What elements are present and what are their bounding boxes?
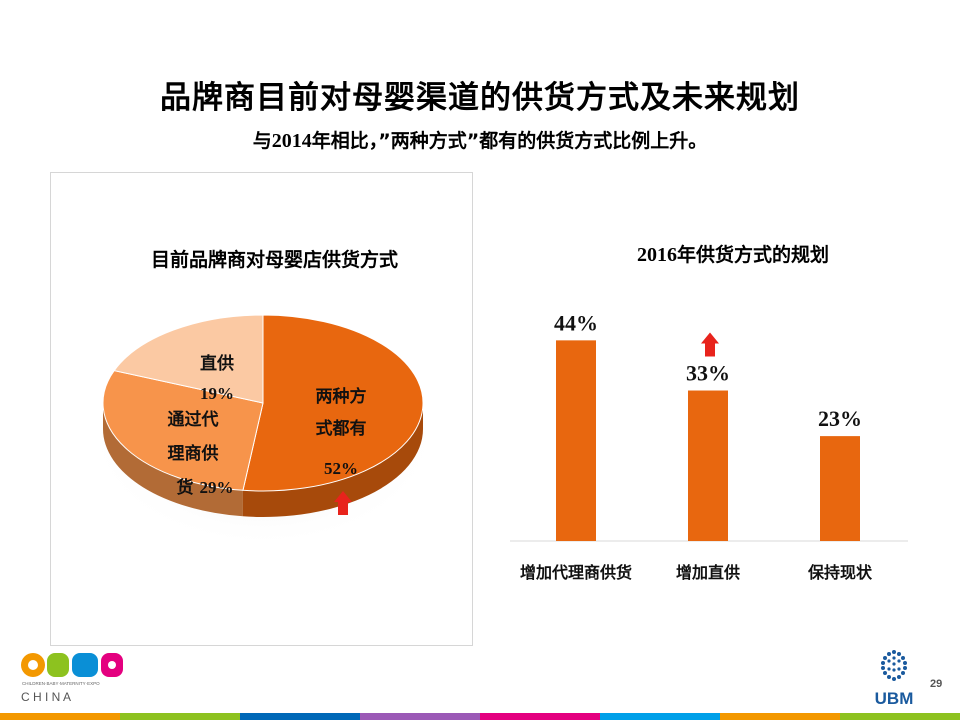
cbme-small-text: CHILDREN·BABY·MATERNITY·EXPO xyxy=(22,681,100,686)
footer-stripe-segment xyxy=(720,713,840,720)
footer-stripe-segment xyxy=(840,713,960,720)
pie-slice-label: 理商供 xyxy=(168,443,219,464)
footer-stripe-segment xyxy=(480,713,600,720)
pie-slice-value: 19% xyxy=(200,384,234,403)
footer-stripe-segment xyxy=(0,713,120,720)
footer-stripe-segment xyxy=(240,713,360,720)
subtitle-post: 年相比，”两种方式”都有的供货方式比例上升。 xyxy=(311,130,708,152)
bar-value-label: 44% xyxy=(554,310,598,335)
pie-chart-panel: 目前品牌商对母婴店供货方式 两种方式都有 52% 通过代理商供货 29% 直供 19% xyxy=(50,172,473,646)
footer-stripe-segment xyxy=(120,713,240,720)
bar-title-year: 2016 xyxy=(637,244,677,266)
bar-title-text: 年供货方式的规划 xyxy=(677,244,830,266)
pie-slice-label: 通过代 xyxy=(168,409,219,430)
slide-subtitle: 与2014年相比，”两种方式”都有的供货方式比例上升。 xyxy=(0,126,960,153)
up-arrow-icon xyxy=(334,491,352,515)
bar-value-label: 33% xyxy=(686,361,730,386)
bar xyxy=(556,340,596,541)
bar-value-label: 23% xyxy=(818,406,862,431)
subtitle-year: 2014 xyxy=(271,130,312,152)
footer-stripe-segment xyxy=(360,713,480,720)
pie-slice-side xyxy=(103,403,243,517)
ubm-logo: UBM xyxy=(875,650,914,708)
pie-slice-label: 货 29% xyxy=(177,477,234,498)
pie-slice-label: 直供 xyxy=(200,353,234,374)
bar-category-label: 增加直供 xyxy=(676,563,740,582)
pie-slice-value: 29% xyxy=(200,478,234,497)
bar xyxy=(820,436,860,541)
footer-stripe xyxy=(0,713,960,720)
slide-title: 品牌商目前对母婴渠道的供货方式及未来规划 xyxy=(160,80,800,116)
subtitle-pre: 与 xyxy=(252,130,272,152)
bar-chart: 44% 增加代理商供货 33% 增加直供 23% 保持现状 xyxy=(510,310,908,582)
cbme-logo: CHILDREN·BABY·MATERNITY·EXPO C H I N A xyxy=(21,653,123,704)
bar xyxy=(688,390,728,541)
pie-slice-label: 式都有 xyxy=(316,418,367,439)
pie-slice-side xyxy=(242,403,423,517)
pie-slice-label: 两种方 xyxy=(316,386,367,407)
pie-slice-value: 52% xyxy=(324,459,358,478)
pie-chart-title: 目前品牌商对母婴店供货方式 xyxy=(151,249,399,271)
up-arrow-icon xyxy=(701,332,719,357)
bar-category-label: 保持现状 xyxy=(807,563,873,582)
bar-category-label: 增加代理商供货 xyxy=(520,563,632,582)
page-number: 29 xyxy=(930,678,943,690)
pie-slice xyxy=(102,370,264,491)
bar-chart-title: 2016年供货方式的规划 xyxy=(637,240,897,267)
cbme-china-text: C H I N A xyxy=(21,690,71,704)
pie-slice xyxy=(113,314,264,404)
ubm-text: UBM xyxy=(875,689,914,708)
footer-stripe-segment xyxy=(600,713,720,720)
pie-slice xyxy=(242,314,424,492)
